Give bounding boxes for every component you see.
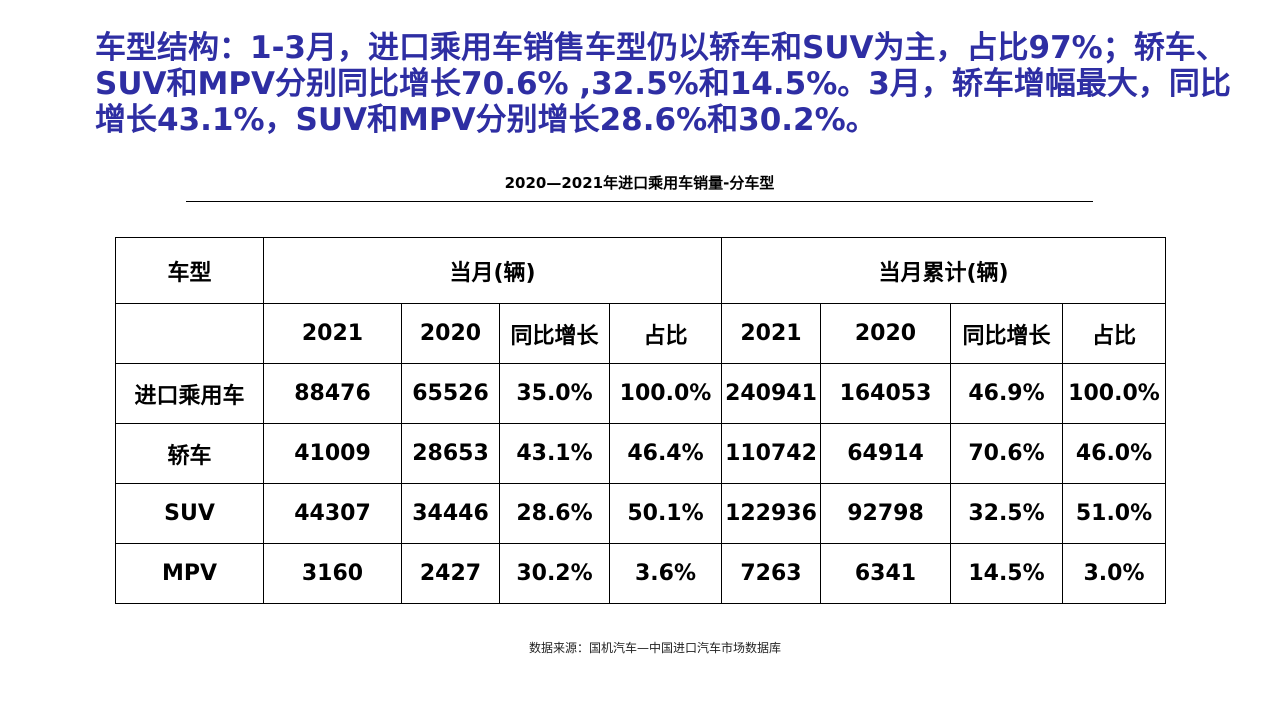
subheader-cell: 2021 — [721, 303, 821, 364]
table-row: SUV 44307 34446 28.6% 50.1% 122936 92798… — [115, 483, 1166, 544]
header-cumulative: 当月累计(辆) — [721, 237, 1166, 304]
subheader-cell: 占比 — [1062, 303, 1166, 364]
table-row: 轿车 41009 28653 43.1% 46.4% 110742 64914 … — [115, 423, 1166, 484]
table-cell: 3160 — [263, 543, 402, 604]
table-header-row: 车型 当月(辆) 当月累计(辆) — [115, 237, 1166, 304]
table-row: MPV 3160 2427 30.2% 3.6% 7263 6341 14.5%… — [115, 543, 1166, 604]
table-cell: 100.0% — [1062, 363, 1166, 424]
table-cell: 46.9% — [950, 363, 1063, 424]
subheader-cell: 2021 — [263, 303, 402, 364]
table-cell: 41009 — [263, 423, 402, 484]
table-cell: 35.0% — [499, 363, 610, 424]
subheader-cell: 同比增长 — [499, 303, 610, 364]
table-cell: 44307 — [263, 483, 402, 544]
subheader-empty — [115, 303, 264, 364]
table-cell: 30.2% — [499, 543, 610, 604]
table-cell: 34446 — [401, 483, 500, 544]
table-cell: 7263 — [721, 543, 821, 604]
table-cell: 51.0% — [1062, 483, 1166, 544]
table-cell: 88476 — [263, 363, 402, 424]
table-cell: 6341 — [820, 543, 951, 604]
headline: 车型结构：1-3月，进口乘用车销售车型仍以轿车和SUV为主，占比97%；轿车、 … — [95, 30, 1270, 138]
header-model: 车型 — [115, 237, 264, 304]
table-cell: 64914 — [820, 423, 951, 484]
sales-table: 车型 当月(辆) 当月累计(辆) 2021 2020 同比增长 占比 2021 … — [115, 237, 1166, 604]
table-cell: 32.5% — [950, 483, 1063, 544]
table-cell: 65526 — [401, 363, 500, 424]
row-model: 轿车 — [115, 423, 264, 484]
table-cell: 122936 — [721, 483, 821, 544]
subheader-cell: 2020 — [820, 303, 951, 364]
row-model: MPV — [115, 543, 264, 604]
headline-line-2: SUV和MPV分别同比增长70.6% ,32.5%和14.5%。3月，轿车增幅最… — [95, 66, 1231, 102]
headline-line-3: 增长43.1%，SUV和MPV分别增长28.6%和30.2%。 — [95, 102, 877, 138]
row-model: 进口乘用车 — [115, 363, 264, 424]
headline-line-1: 车型结构：1-3月，进口乘用车销售车型仍以轿车和SUV为主，占比97%；轿车、 — [95, 30, 1227, 66]
table-cell: 3.0% — [1062, 543, 1166, 604]
table-subheader-row: 2021 2020 同比增长 占比 2021 2020 同比增长 占比 — [115, 303, 1166, 364]
table-cell: 70.6% — [950, 423, 1063, 484]
table-cell: 240941 — [721, 363, 821, 424]
header-month: 当月(辆) — [263, 237, 722, 304]
table-cell: 28.6% — [499, 483, 610, 544]
row-model: SUV — [115, 483, 264, 544]
subheader-cell: 占比 — [609, 303, 722, 364]
table-cell: 14.5% — [950, 543, 1063, 604]
table-cell: 100.0% — [609, 363, 722, 424]
table-cell: 2427 — [401, 543, 500, 604]
data-source-note: 数据来源：国机汽车—中国进口汽车市场数据库 — [528, 641, 781, 655]
title-underline — [186, 201, 1093, 202]
table-cell: 46.0% — [1062, 423, 1166, 484]
subheader-cell: 2020 — [401, 303, 500, 364]
table-cell: 3.6% — [609, 543, 722, 604]
table-cell: 43.1% — [499, 423, 610, 484]
table-cell: 164053 — [820, 363, 951, 424]
table-cell: 110742 — [721, 423, 821, 484]
table-row: 进口乘用车 88476 65526 35.0% 100.0% 240941 16… — [115, 363, 1166, 424]
table-cell: 50.1% — [609, 483, 722, 544]
table-title: 2020—2021年进口乘用车销量-分车型 — [504, 174, 775, 192]
table-cell: 92798 — [820, 483, 951, 544]
table-cell: 28653 — [401, 423, 500, 484]
table-cell: 46.4% — [609, 423, 722, 484]
subheader-cell: 同比增长 — [950, 303, 1063, 364]
